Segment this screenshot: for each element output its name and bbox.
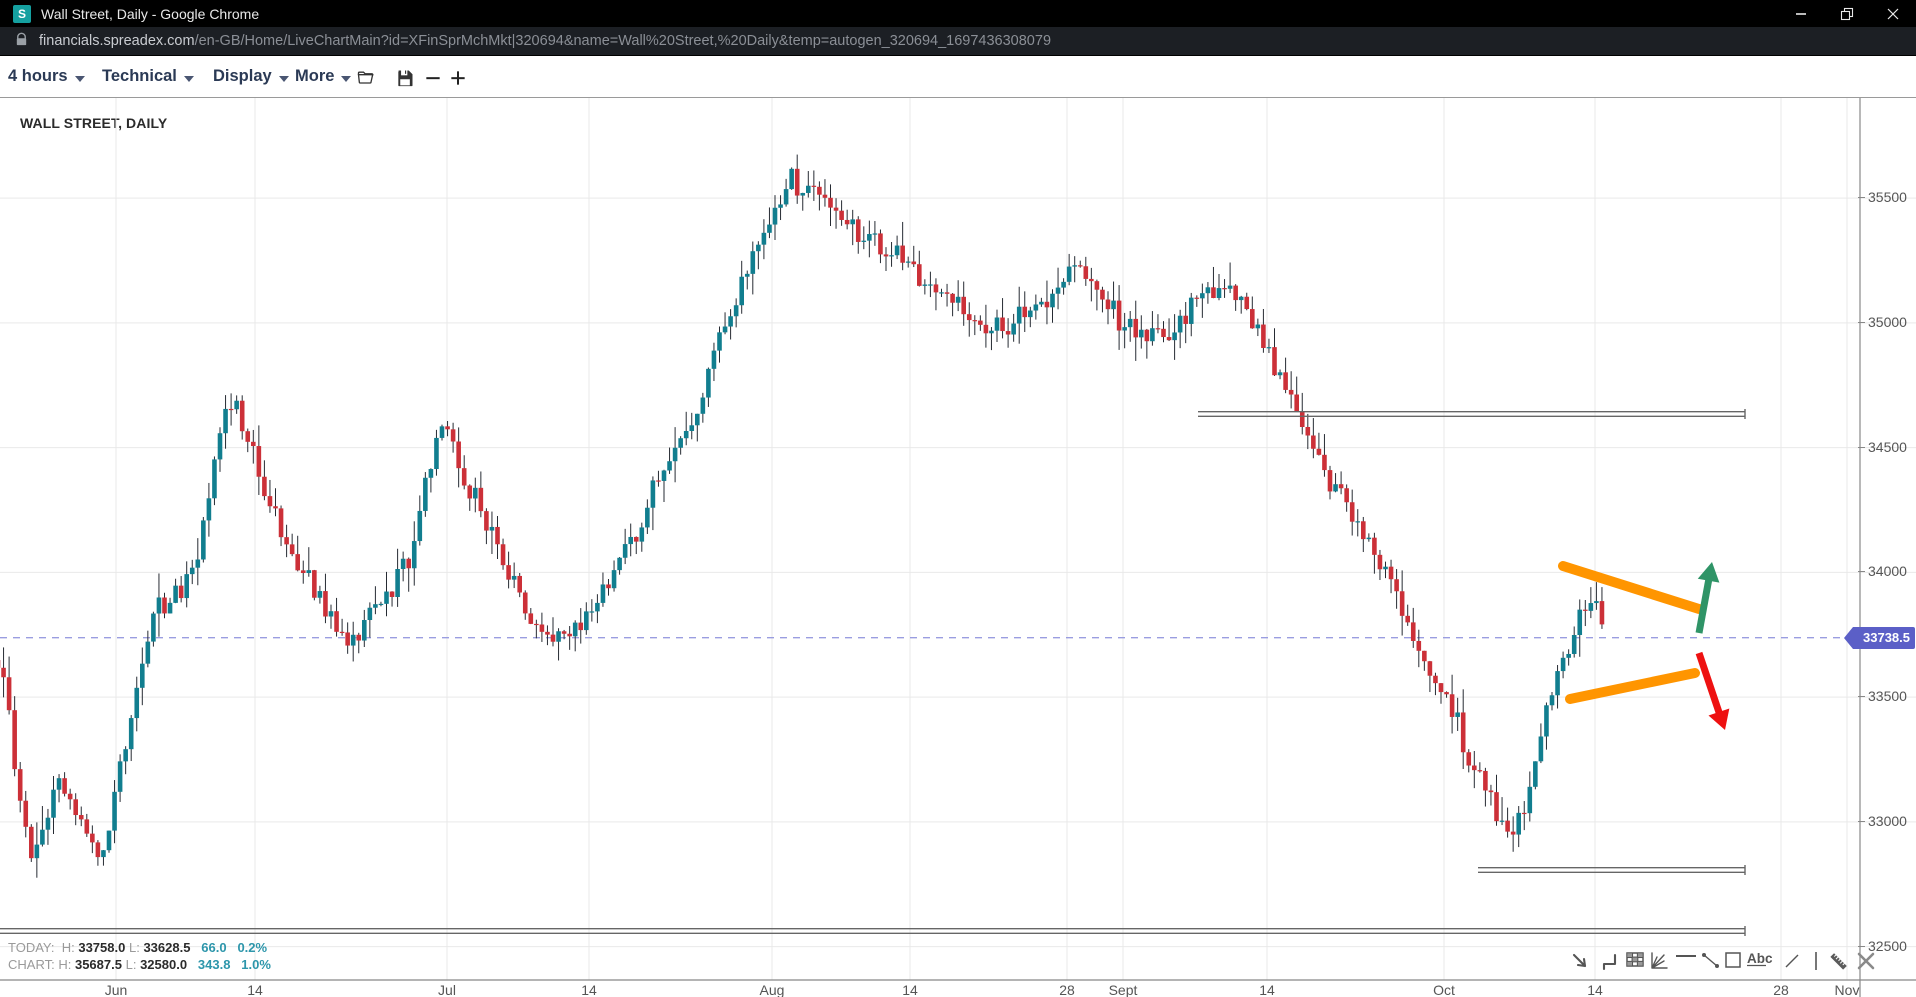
svg-text:Abc: Abc (1747, 951, 1773, 966)
